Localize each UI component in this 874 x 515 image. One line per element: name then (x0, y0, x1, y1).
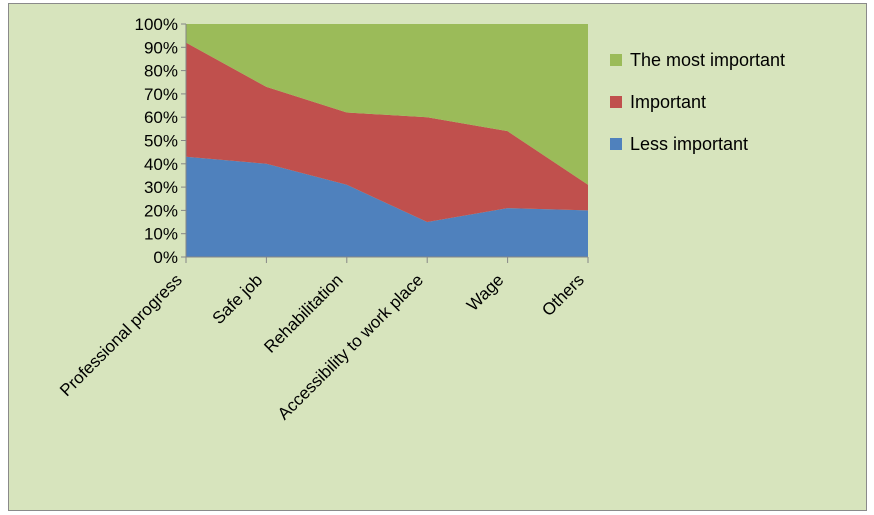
legend-swatch (610, 138, 622, 150)
x-tick-label: Safe job (209, 270, 267, 328)
x-tick-label: Accessibility to work place (274, 270, 427, 423)
legend-label: Less important (630, 134, 748, 154)
y-tick-label: 20% (144, 201, 178, 220)
x-tick-label: Others (538, 270, 588, 320)
x-tick-labels: Professional progress Safe jobRehabilitat… (56, 270, 588, 423)
area-series-group (186, 24, 588, 257)
y-tick-label: 80% (144, 62, 178, 81)
axes-group (181, 23, 589, 263)
y-tick-label: 40% (144, 155, 178, 174)
y-tick-label: 10% (144, 225, 178, 244)
y-tick-label: 90% (144, 38, 178, 57)
y-tick-label: 100% (135, 15, 178, 34)
legend-label: The most important (630, 50, 785, 70)
legend-label: Important (630, 92, 706, 112)
y-tick-label: 50% (144, 132, 178, 151)
legend-swatch (610, 54, 622, 66)
y-tick-label: 70% (144, 85, 178, 104)
area-series-important (186, 42, 588, 223)
legend: The most important Important Less importan… (610, 50, 785, 154)
area-series-less-important (186, 156, 588, 257)
area-series-the-most-important (186, 24, 588, 185)
y-tick-labels: 0% 10% 20% 30% 40% 50% 60% 70% 80% 90% 100% (135, 15, 178, 267)
legend-swatch (610, 96, 622, 108)
x-tick-label: Professional progress (56, 270, 186, 400)
x-tick-label: Rehabilitation (260, 270, 346, 356)
x-tick-label: Wage (463, 270, 507, 314)
y-tick-label: 30% (144, 178, 178, 197)
y-tick-label: 0% (153, 248, 178, 267)
y-tick-label: 60% (144, 108, 178, 127)
